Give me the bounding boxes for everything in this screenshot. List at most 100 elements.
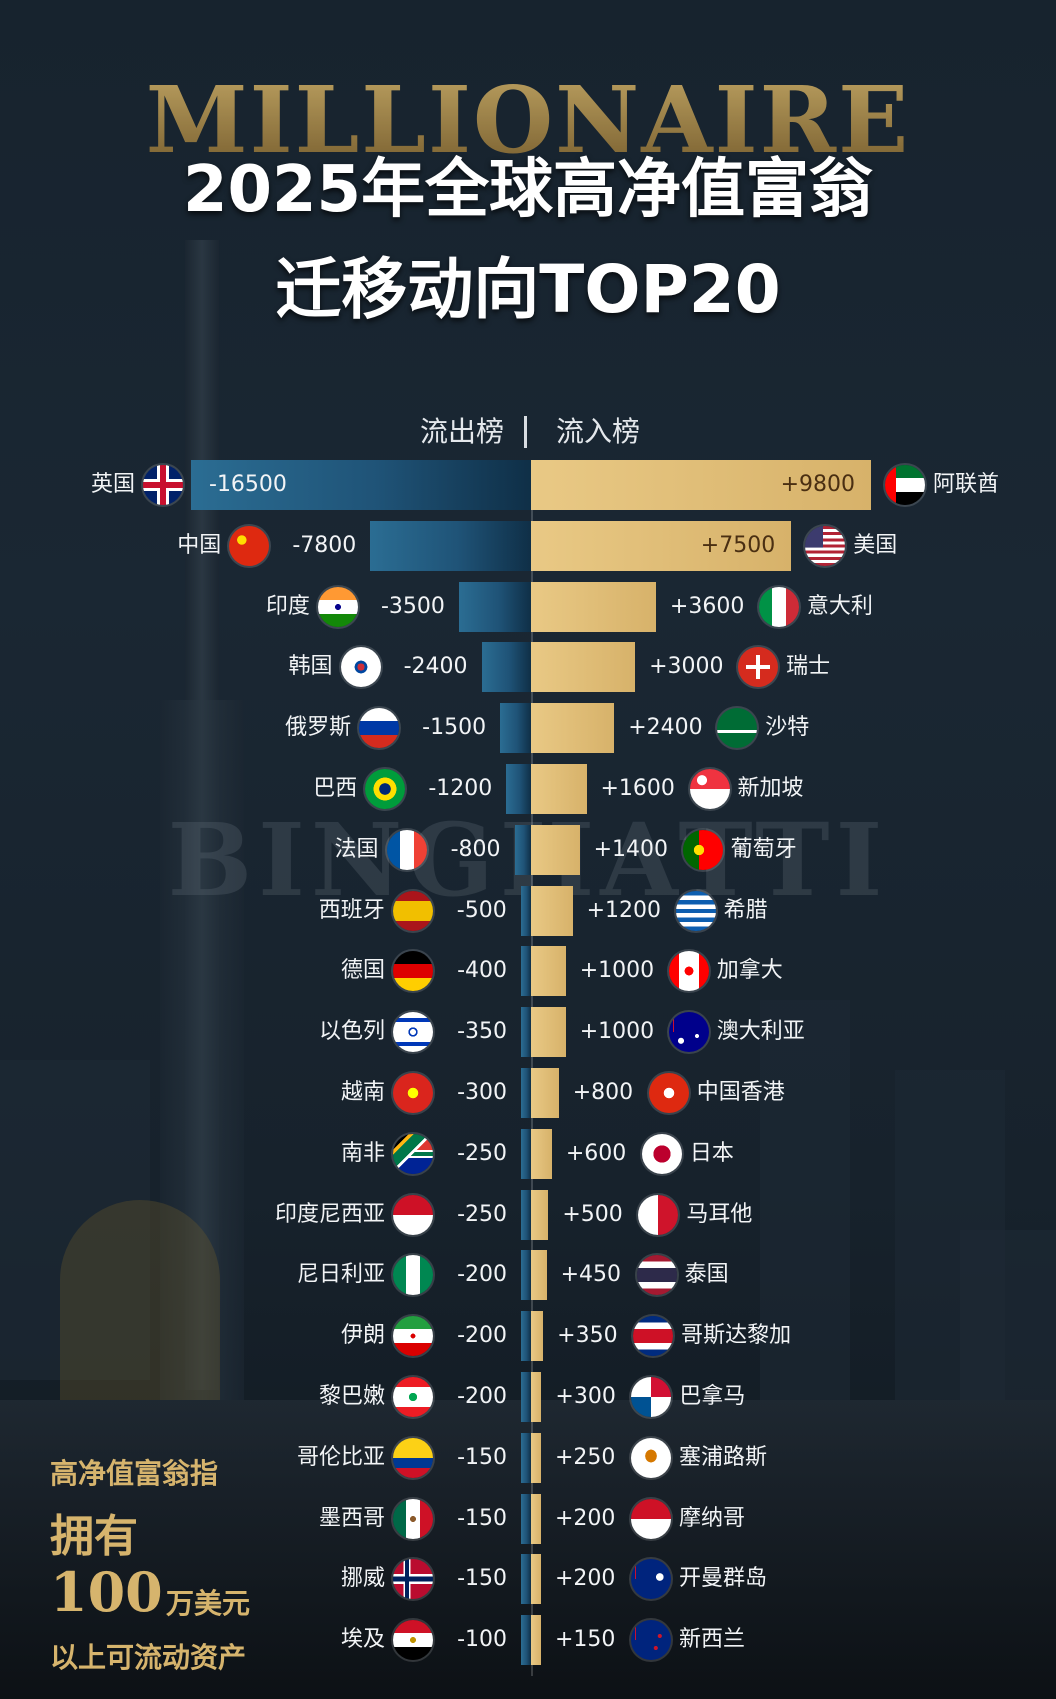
outflow-country-label: 以色列	[318, 1019, 385, 1045]
outflow-country-label: 墨西哥	[318, 1505, 385, 1531]
inflow-value-label: +300	[555, 1384, 616, 1409]
cyprus-flag-icon	[631, 1437, 671, 1478]
inflow-bar	[531, 764, 587, 814]
page-title-line2: 迁移动向TOP20	[275, 251, 781, 328]
outflow-value-label: -300	[457, 1080, 507, 1105]
outflow-value-label: -350	[457, 1019, 507, 1045]
outflow-value-label: -250	[457, 1201, 507, 1227]
inflow-country-label: 摩纳哥	[679, 1505, 746, 1531]
korea-flag-icon	[340, 647, 381, 688]
panama-flag-icon	[631, 1377, 672, 1417]
inflow-bar	[531, 1128, 552, 1179]
canada-flag-icon	[668, 951, 709, 992]
inflow-bar	[531, 460, 871, 510]
definition-note-line1: 高净值富翁指	[50, 1457, 219, 1490]
inflow-country-label: 日本	[689, 1140, 734, 1166]
inflow-bar	[531, 1432, 541, 1483]
mexico-flag-icon	[393, 1498, 433, 1539]
inflow-header: 流入榜	[556, 415, 641, 448]
uk-flag-icon	[143, 465, 183, 505]
definition-note-line2: 拥有	[50, 1511, 138, 1562]
russia-flag-icon	[359, 708, 400, 749]
israel-flag-icon	[393, 1012, 433, 1053]
inflow-bar	[531, 642, 636, 693]
inflow-country-label: 加拿大	[716, 958, 783, 984]
inflow-bar	[531, 1311, 544, 1362]
outflow-country-label: 埃及	[340, 1627, 385, 1653]
thailand-flag-icon	[636, 1255, 677, 1296]
switzerland-flag-icon	[738, 647, 779, 688]
outflow-country-label: 挪威	[340, 1566, 385, 1592]
inflow-bar	[531, 1007, 566, 1058]
germany-flag-icon	[393, 951, 433, 992]
outflow-country-label: 尼日利亚	[296, 1262, 385, 1288]
inflow-value-label: +1000	[579, 1019, 655, 1045]
outflow-bar	[481, 642, 531, 693]
outflow-value-label: -250	[457, 1140, 507, 1166]
outflow-country-label: 西班牙	[318, 897, 385, 923]
outflow-bar	[521, 1068, 531, 1118]
inflow-country-label: 巴拿马	[679, 1384, 746, 1409]
new-zealand-flag-icon	[631, 1620, 671, 1661]
outflow-bar	[521, 1615, 531, 1666]
outflow-bar	[521, 1372, 531, 1422]
singapore-flag-icon	[689, 769, 730, 809]
inflow-bar	[531, 1554, 541, 1605]
hong-kong-flag-icon	[648, 1073, 689, 1113]
inflow-country-label: 意大利	[806, 593, 873, 619]
outflow-bar	[521, 1493, 531, 1544]
malta-flag-icon	[638, 1194, 679, 1235]
inflow-value-label: +1600	[600, 776, 675, 801]
japan-flag-icon	[641, 1133, 682, 1174]
building-silhouette	[760, 1000, 850, 1400]
outflow-bar	[521, 946, 531, 997]
greece-flag-icon	[675, 890, 716, 931]
inflow-value-label: +500	[562, 1201, 623, 1227]
norway-flag-icon	[393, 1559, 433, 1600]
inflow-country-label: 新西兰	[679, 1627, 746, 1653]
inflow-country-label: 阿联酋	[933, 472, 1000, 497]
inflow-value-label: +2400	[628, 715, 703, 741]
indonesia-flag-icon	[393, 1194, 433, 1235]
outflow-country-label: 德国	[340, 958, 385, 984]
outflow-country-label: 伊朗	[340, 1323, 385, 1349]
inflow-value-label: +3000	[649, 654, 724, 680]
outflow-bar	[521, 1311, 531, 1362]
inflow-country-label: 塞浦路斯	[679, 1444, 768, 1470]
outflow-country-label: 英国	[90, 472, 135, 497]
australia-flag-icon	[668, 1012, 709, 1053]
outflow-value-label: -16500	[209, 472, 287, 497]
outflow-value-label: -200	[457, 1384, 507, 1409]
saudi-flag-icon	[717, 708, 758, 749]
inflow-value-label: +450	[560, 1262, 622, 1288]
china-flag-icon	[229, 525, 270, 566]
outflow-value-label: -100	[457, 1627, 507, 1653]
monaco-flag-icon	[631, 1498, 671, 1539]
outflow-value-label: -3500	[380, 593, 445, 619]
portugal-flag-icon	[682, 829, 723, 870]
outflow-value-label: -800	[450, 836, 501, 862]
inflow-value-label: +250	[555, 1444, 616, 1470]
outflow-value-label: -1500	[422, 715, 487, 741]
outflow-bar	[521, 1432, 531, 1483]
definition-note-unit: 万美元	[166, 1587, 251, 1620]
brazil-flag-icon	[365, 769, 406, 809]
inflow-value-label: +800	[572, 1080, 634, 1105]
building-silhouette	[960, 1230, 1056, 1400]
outflow-bar	[521, 1250, 531, 1301]
outflow-value-label: -400	[457, 958, 507, 984]
inflow-country-label: 澳大利亚	[716, 1019, 805, 1045]
inflow-bar	[531, 520, 792, 571]
inflow-country-label: 马耳他	[686, 1201, 753, 1227]
outflow-bar	[458, 581, 531, 632]
inflow-bar	[531, 1372, 542, 1422]
outflow-country-label: 法国	[334, 836, 379, 862]
egypt-flag-icon	[393, 1620, 433, 1661]
outflow-country-label: 南非	[340, 1140, 385, 1166]
inflow-value-label: +1200	[586, 897, 662, 923]
usa-flag-icon	[805, 525, 846, 566]
inflow-country-label: 中国香港	[696, 1080, 785, 1105]
outflow-bar	[500, 703, 531, 754]
inflow-value-label: +200	[555, 1566, 616, 1592]
inflow-country-label: 哥斯达黎加	[681, 1323, 792, 1349]
